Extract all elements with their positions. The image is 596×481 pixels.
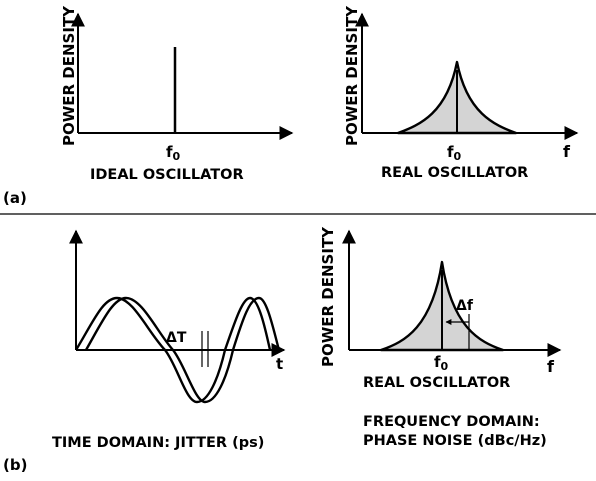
time-domain-plot: ΔT t TIME DOMAIN: JITTER (ps) <box>52 229 286 451</box>
frequency-domain-plot: Δf POWER DENSITY f0 f REAL OSCILLATOR FR… <box>319 226 562 449</box>
t-axis-label: t <box>276 355 283 373</box>
y-axis-label: POWER DENSITY <box>319 226 337 367</box>
f0-label: f0 <box>166 143 181 163</box>
panel-a-tag: (a) <box>3 189 27 207</box>
ideal-oscillator-plot: POWER DENSITY f0 IDEAL OSCILLATOR <box>60 5 294 183</box>
real-oscillator-caption: REAL OSCILLATOR <box>381 165 528 181</box>
ideal-waveform <box>74 296 272 404</box>
delta-f-label: Δf <box>456 298 474 314</box>
x-axis-label: f <box>547 357 555 376</box>
time-domain-caption: TIME DOMAIN: JITTER (ps) <box>52 435 264 451</box>
phase-noise-caption: PHASE NOISE (dBc/Hz) <box>363 433 547 449</box>
real-oscillator-caption: REAL OSCILLATOR <box>363 375 510 391</box>
panel-b-tag: (b) <box>3 456 27 474</box>
ideal-oscillator-caption: IDEAL OSCILLATOR <box>90 167 244 183</box>
y-axis-label: POWER DENSITY <box>343 5 361 146</box>
x-axis-label: f <box>563 142 571 161</box>
f0-label: f0 <box>447 143 462 163</box>
f0-label: f0 <box>434 353 449 373</box>
real-oscillator-plot-a: POWER DENSITY f0 f REAL OSCILLATOR <box>343 5 579 181</box>
y-axis-label: POWER DENSITY <box>60 5 78 146</box>
jittered-waveform <box>84 296 281 404</box>
delta-t-label: ΔT <box>166 330 187 346</box>
frequency-domain-caption: FREQUENCY DOMAIN: <box>363 414 540 430</box>
